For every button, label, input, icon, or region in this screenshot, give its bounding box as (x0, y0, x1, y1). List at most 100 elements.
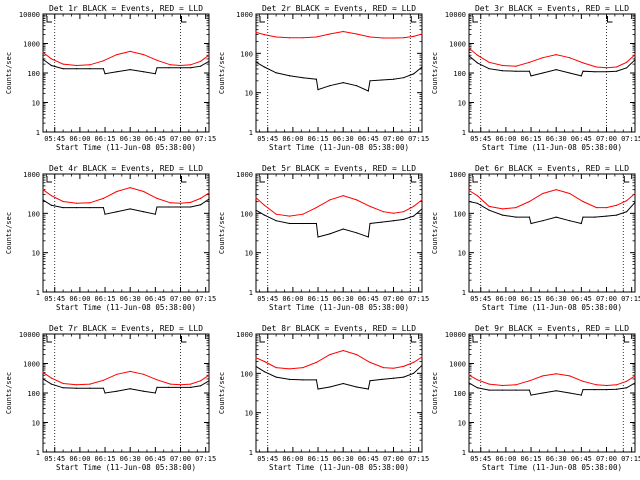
data-point (634, 54, 636, 56)
y-tick-label: 100 (453, 210, 466, 218)
y-tick-label: 1 (249, 289, 253, 297)
data-point (342, 349, 344, 352)
data-point (356, 85, 358, 87)
x-tick-label: 06:45 (145, 455, 166, 463)
data-point (104, 213, 106, 215)
y-tick-label: 10 (245, 250, 253, 258)
data-point (89, 383, 91, 385)
series-line-lld (255, 30, 423, 39)
data-point (42, 189, 44, 191)
data-point (542, 192, 544, 195)
data-point (104, 73, 106, 75)
data-point (403, 376, 405, 378)
data-point (594, 216, 596, 218)
data-point (634, 59, 636, 61)
x-axis-label: Start Time (11-Jun-08 05:38:00) (56, 463, 196, 472)
data-point (190, 64, 192, 66)
x-axis-label: Start Time (11-Jun-08 05:38:00) (482, 143, 622, 152)
data-point (582, 70, 584, 72)
data-point (501, 70, 504, 72)
x-tick-label: 06:00 (282, 135, 303, 143)
data-point (392, 212, 395, 214)
panel-title: Det 8r BLACK = Events, RED = LLD (262, 324, 416, 333)
y-tick-label: 10000 (19, 11, 40, 19)
x-axis-label: Start Time (11-Jun-08 05:38:00) (482, 463, 622, 472)
series-events (255, 61, 423, 92)
y-tick-label: 1 (249, 129, 253, 137)
data-point (605, 207, 608, 209)
data-point (102, 197, 104, 199)
data-point (156, 386, 158, 388)
data-point (255, 31, 257, 33)
data-point (329, 233, 331, 235)
data-point (179, 67, 182, 69)
x-tick-label: 06:30 (120, 455, 141, 463)
data-point (626, 387, 628, 389)
data-point (476, 379, 478, 381)
series-lld (468, 373, 636, 387)
data-point (580, 222, 582, 225)
data-point (89, 202, 91, 204)
corner-marker (180, 176, 187, 183)
data-point (42, 371, 44, 373)
data-point (413, 35, 415, 38)
data-point (421, 66, 423, 68)
panel-det-3r: Det 3r BLACK = Events, RED = LLD 1 10 100 10… (431, 4, 640, 152)
data-point (208, 60, 210, 62)
data-point (104, 392, 106, 394)
data-point (143, 373, 145, 375)
data-point (315, 379, 317, 381)
data-point (143, 190, 145, 193)
data-point (200, 380, 202, 382)
corner-marker (472, 336, 478, 343)
data-point (595, 207, 598, 209)
data-point (208, 380, 210, 382)
x-tick-label: 06:45 (571, 135, 592, 143)
data-point (200, 65, 202, 67)
data-point (116, 373, 118, 375)
x-tick-label: 06:15 (521, 295, 542, 303)
series-events (468, 200, 636, 225)
data-point (421, 208, 423, 210)
series-line-events (42, 58, 210, 75)
data-point (168, 67, 170, 69)
data-point (317, 89, 319, 91)
x-tick-label: 07:00 (596, 455, 617, 463)
series-line-lld (468, 373, 636, 387)
x-tick-label: 06:30 (333, 295, 354, 303)
data-point (50, 383, 53, 385)
series-line-lld (255, 195, 423, 217)
data-point (476, 62, 478, 64)
data-point (116, 190, 118, 193)
y-axis-label: Counts/sec (218, 212, 226, 254)
y-tick-label: 10 (245, 90, 253, 98)
data-point (116, 71, 118, 73)
y-tick-label: 100 (453, 390, 466, 398)
data-point (62, 200, 64, 203)
series-lld (255, 30, 423, 39)
x-tick-label: 07:00 (170, 135, 191, 143)
data-point (476, 202, 478, 204)
x-tick-label: 06:45 (358, 455, 379, 463)
data-point (403, 211, 405, 213)
data-point (580, 75, 582, 77)
data-point (143, 211, 145, 213)
plot-frame (255, 13, 423, 133)
plot-frame (468, 13, 636, 133)
corner-marker (472, 16, 478, 23)
data-point (392, 37, 395, 39)
data-point (302, 213, 304, 215)
series-line-lld (255, 349, 423, 370)
data-point (179, 384, 182, 386)
data-point (275, 220, 277, 222)
data-point (275, 36, 277, 38)
data-point (595, 66, 598, 68)
data-point (476, 54, 478, 56)
data-point (179, 206, 182, 208)
plot-frame (42, 13, 210, 133)
data-point (75, 207, 78, 209)
series-events (42, 378, 210, 394)
data-point (42, 199, 44, 201)
x-tick-label: 07:00 (596, 295, 617, 303)
data-point (315, 207, 317, 209)
